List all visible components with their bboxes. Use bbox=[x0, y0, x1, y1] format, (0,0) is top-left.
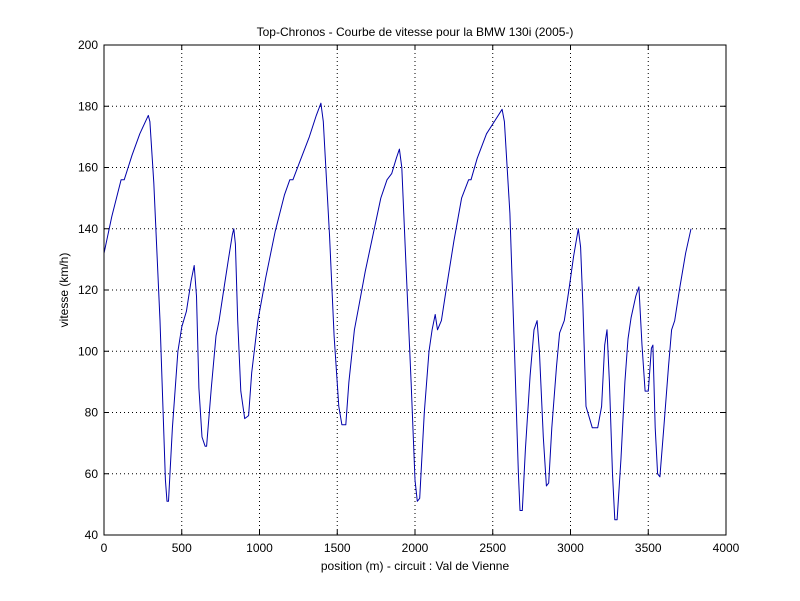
speed-series-line bbox=[103, 102, 692, 521]
axis-ticks: 0 500 1000 1500 2000 2500 3000 3500 4000 40 60 80 10… bbox=[78, 38, 740, 555]
y-tick-label: 200 bbox=[78, 38, 98, 52]
series-layer bbox=[103, 102, 692, 521]
x-tick-label: 3500 bbox=[635, 541, 662, 555]
chart-title: Top-Chronos - Courbe de vitesse pour la … bbox=[257, 25, 574, 39]
y-tick-label: 160 bbox=[78, 161, 98, 175]
x-tick-label: 2500 bbox=[479, 541, 506, 555]
x-tick-label: 0 bbox=[101, 541, 108, 555]
y-tick-label: 40 bbox=[85, 528, 99, 542]
grid-lines bbox=[104, 45, 726, 535]
x-axis-label: position (m) - circuit : Val de Vienne bbox=[321, 559, 510, 573]
x-tick-label: 3000 bbox=[557, 541, 584, 555]
x-tick-label: 4000 bbox=[713, 541, 740, 555]
y-tick-label: 140 bbox=[78, 222, 98, 236]
y-tick-label: 60 bbox=[85, 467, 99, 481]
x-tick-label: 2000 bbox=[402, 541, 429, 555]
y-tick-label: 180 bbox=[78, 99, 98, 113]
x-tick-label: 1500 bbox=[324, 541, 351, 555]
x-tick-label: 1000 bbox=[246, 541, 273, 555]
y-tick-label: 80 bbox=[85, 406, 99, 420]
y-tick-label: 100 bbox=[78, 344, 98, 358]
x-tick-label: 500 bbox=[172, 541, 192, 555]
y-axis-label: vitesse (km/h) bbox=[57, 253, 71, 328]
y-tick-label: 120 bbox=[78, 283, 98, 297]
